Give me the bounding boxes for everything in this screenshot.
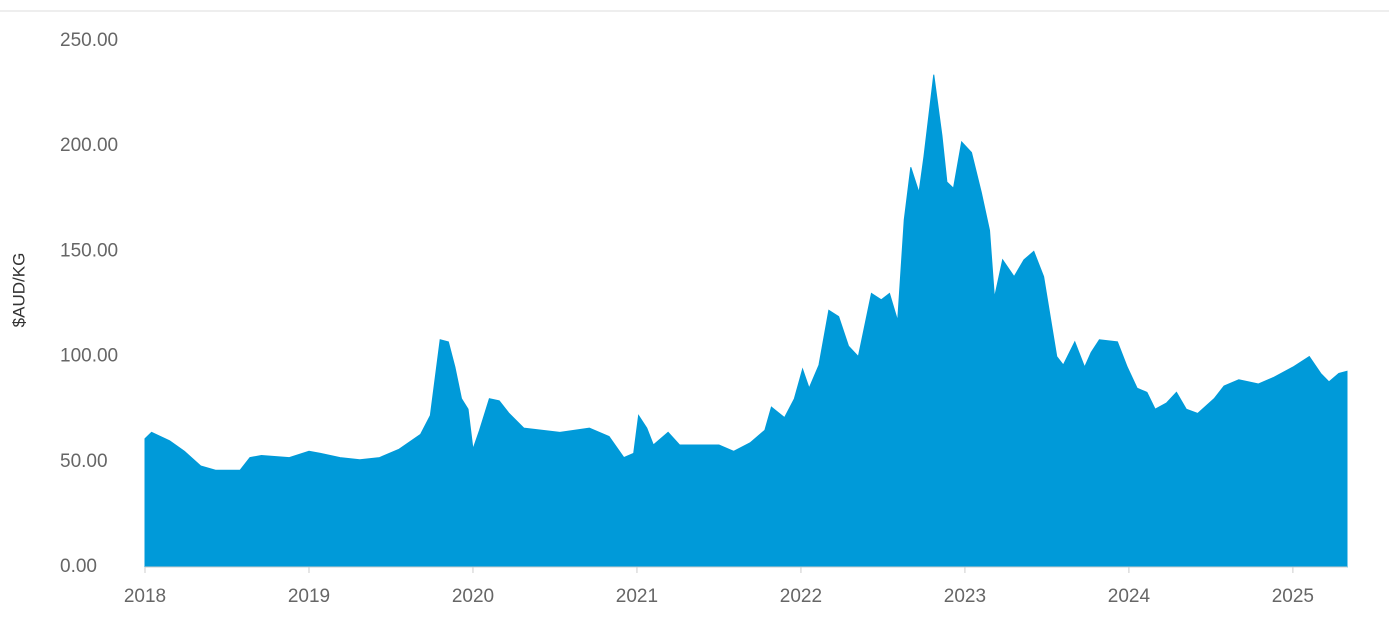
x-tick-label: 2025 <box>1272 586 1314 607</box>
x-tick-label: 2020 <box>452 586 494 607</box>
x-tick-label: 2018 <box>124 586 166 607</box>
x-tick-label: 2023 <box>944 586 986 607</box>
y-axis-label: $AUD/KG <box>9 253 28 328</box>
y-tick-label: 0.00 <box>60 556 97 577</box>
x-tick-label: 2021 <box>616 586 658 607</box>
area <box>144 74 1348 568</box>
y-tick-label: 250.00 <box>60 30 118 51</box>
y-tick-label: 100.00 <box>60 346 118 367</box>
y-tick-label: 150.00 <box>60 240 118 261</box>
x-tick-label: 2019 <box>288 586 330 607</box>
x-tick-label: 2024 <box>1108 586 1151 607</box>
y-tick-label: 50.00 <box>60 451 108 472</box>
y-tick-label: 200.00 <box>60 135 118 156</box>
x-tick-label: 2022 <box>780 586 822 607</box>
